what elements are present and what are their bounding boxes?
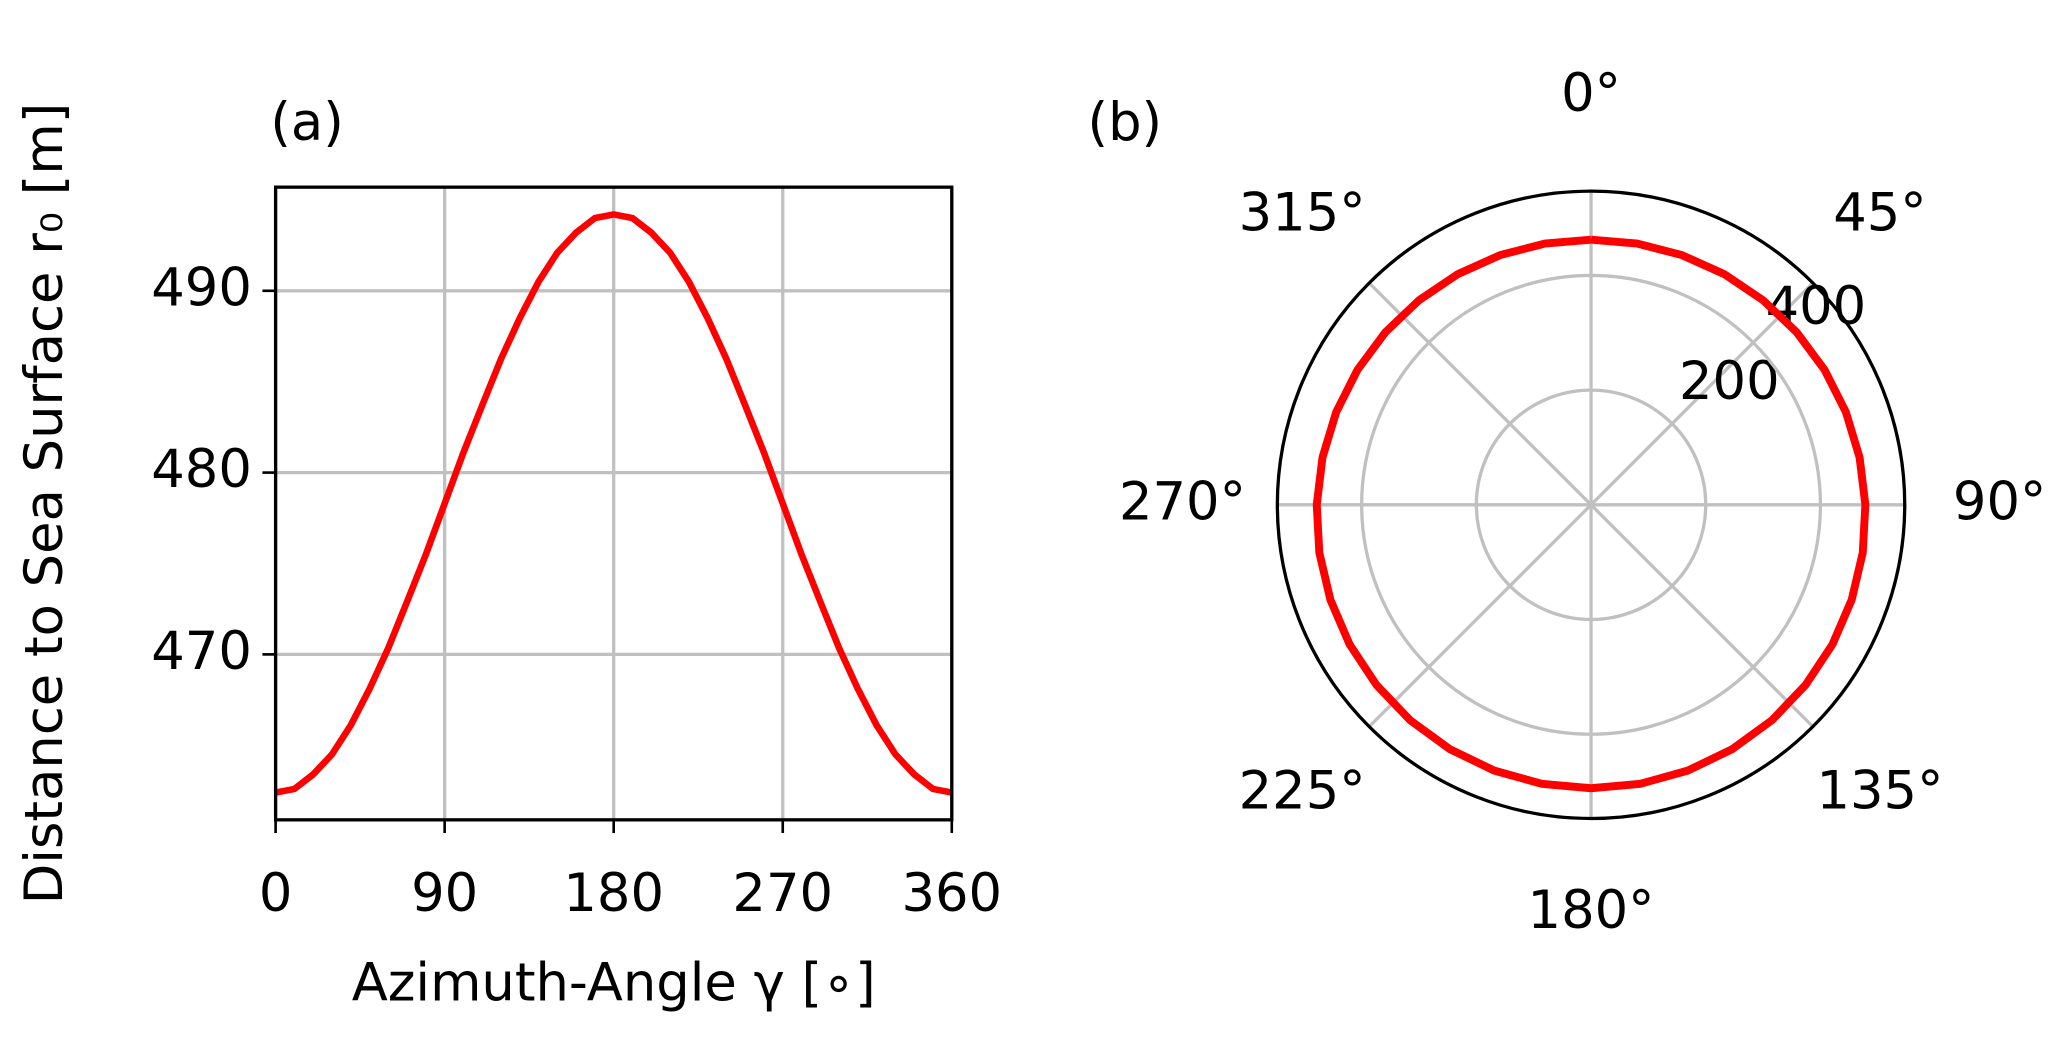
grid-circle	[1359, 273, 1823, 736]
x-tick-label: 360	[901, 863, 1002, 924]
theta-tick-label: 90°	[1953, 471, 2046, 532]
theta-tick-label: 0°	[1561, 63, 1621, 124]
x-axis-label: Azimuth-Angle γ [∘]	[352, 953, 876, 1014]
theta-tick-label: 180°	[1528, 880, 1655, 941]
grid-line	[1589, 281, 1815, 506]
panel-label: (b)	[1088, 92, 1163, 153]
theta-tick-label: 315°	[1239, 183, 1366, 244]
x-tick-label: 90	[411, 863, 478, 924]
x-tick-label: 0	[259, 863, 293, 924]
theta-tick-label: 225°	[1239, 760, 1366, 821]
data-line	[1312, 235, 1870, 793]
y-axis-label: Distance to Sea Surface r₀ [m]	[14, 103, 75, 905]
grid-line	[1589, 503, 1815, 728]
x-tick-label: 270	[732, 863, 833, 924]
panel-label: (a)	[270, 92, 343, 153]
plot-frame	[273, 185, 954, 822]
x-tick-label: 180	[563, 863, 664, 924]
polar-frame	[1275, 189, 1907, 821]
grid-circle	[1474, 388, 1708, 622]
theta-tick-label: 45°	[1833, 183, 1926, 244]
y-tick-label: 490	[151, 257, 252, 318]
grid-line	[1368, 503, 1593, 728]
y-tick-label: 470	[151, 621, 252, 682]
theta-tick-label: 270°	[1119, 471, 1246, 532]
r-tick-label: 200	[1679, 351, 1780, 412]
data-line	[274, 211, 953, 796]
grid-line	[1368, 281, 1593, 506]
theta-tick-label: 135°	[1816, 760, 1943, 821]
y-tick-label: 480	[151, 439, 252, 500]
